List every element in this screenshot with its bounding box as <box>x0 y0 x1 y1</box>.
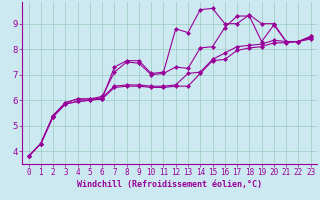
X-axis label: Windchill (Refroidissement éolien,°C): Windchill (Refroidissement éolien,°C) <box>77 180 262 189</box>
